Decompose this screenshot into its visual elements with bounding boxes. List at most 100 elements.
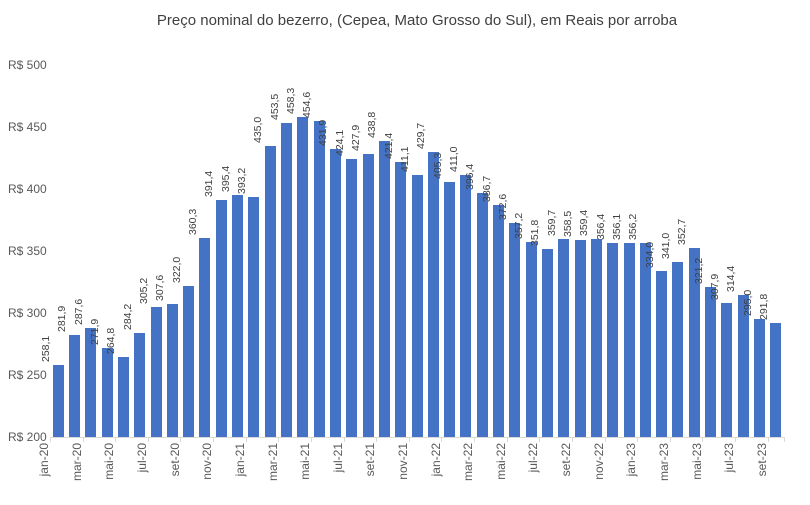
x-axis-tick-label: mai-23	[689, 443, 704, 480]
x-axis-tick	[637, 437, 639, 442]
bar-value-label: 295,0	[741, 289, 754, 317]
bar	[362, 154, 374, 437]
bar	[378, 140, 390, 437]
bar	[150, 306, 162, 437]
bar-value-label: 405,3	[431, 153, 444, 180]
x-axis-tick	[343, 437, 345, 442]
x-axis-tick	[278, 437, 280, 442]
x-axis-tick-label: jan-21	[232, 443, 247, 477]
bar	[656, 270, 668, 437]
x-axis-tick	[310, 437, 312, 442]
bar	[509, 222, 521, 437]
bar-value-label: 334,0	[643, 241, 656, 268]
bar-value-label: 271,9	[89, 318, 102, 345]
x-axis-tick	[539, 437, 541, 442]
bar	[68, 335, 80, 437]
bar	[754, 319, 766, 437]
bar-value-label: 386,7	[480, 176, 493, 203]
bar-value-label: 258,1	[40, 335, 53, 362]
x-axis-tick-label: jul-21	[330, 443, 345, 473]
bar	[85, 328, 97, 437]
bar-value-label: 391,4	[203, 170, 216, 197]
x-axis-tick-label: set-22	[559, 443, 574, 477]
bar	[427, 152, 439, 437]
x-axis-tick-label: jul-22	[526, 443, 541, 473]
bar-value-label: 396,4	[464, 164, 477, 191]
bar	[541, 248, 553, 437]
bar-value-label: 395,4	[219, 165, 232, 192]
x-axis-tick-label: set-23	[754, 443, 769, 477]
bar-value-label: 453,5	[268, 93, 281, 120]
bar-value-label: 352,7	[676, 218, 689, 245]
x-axis-tick-label: mar-22	[461, 443, 476, 482]
bar	[248, 197, 260, 437]
bar-value-label: 435,0	[252, 116, 265, 143]
bar	[395, 162, 407, 437]
x-axis-tick-label: nov-20	[200, 443, 215, 480]
x-axis-tick	[376, 437, 378, 442]
bar-value-label: 357,2	[513, 212, 526, 240]
bar-value-label: 359,7	[545, 209, 558, 236]
x-axis-tick	[735, 437, 737, 442]
bar-value-label: 356,1	[611, 214, 624, 241]
bar-value-label: 305,2	[138, 277, 151, 304]
bar	[590, 239, 602, 437]
x-axis-tick-label: jan-20	[37, 443, 52, 477]
bar	[574, 240, 586, 437]
bar-value-label: 431,9	[317, 120, 330, 147]
x-axis-tick	[180, 437, 182, 442]
bar-value-label: 281,9	[56, 306, 69, 333]
x-axis-tick-label: nov-22	[591, 443, 606, 480]
x-axis-tick-label: jul-23	[722, 443, 737, 473]
chart-title: Preço nominal do bezerro, (Cepea, Mato G…	[156, 12, 678, 29]
x-axis-tick-label: mai-21	[298, 443, 313, 480]
bar	[215, 199, 227, 437]
bar-value-label: 454,6	[301, 92, 314, 119]
x-axis-tick-label: jan-22	[428, 443, 443, 477]
x-axis-tick-label: mai-22	[493, 443, 508, 480]
bar-value-label: 438,8	[366, 111, 379, 138]
bar-value-label: 321,2	[692, 257, 705, 284]
bar	[199, 238, 211, 437]
bar-value-label: 314,4	[725, 265, 738, 293]
bar	[183, 285, 195, 437]
x-axis-tick	[474, 437, 476, 442]
bar	[672, 262, 684, 437]
bar-value-label: 393,2	[235, 168, 248, 195]
bar	[721, 303, 733, 437]
y-axis-tick-label: R$ 450	[8, 120, 47, 134]
bar-value-label: 351,8	[529, 219, 542, 246]
bar	[493, 205, 505, 437]
y-axis-tick-label: R$ 250	[8, 368, 47, 382]
x-axis-tick-label: jan-23	[624, 443, 639, 477]
x-axis-tick-label: mai-20	[102, 443, 117, 480]
bar	[52, 364, 64, 437]
x-axis-tick	[82, 437, 84, 442]
bar	[411, 175, 423, 437]
x-axis-tick	[702, 437, 704, 442]
x-axis-tick	[571, 437, 573, 442]
bar-value-label: 424,1	[333, 129, 346, 157]
x-axis-tick-label: set-20	[167, 443, 182, 477]
bar	[264, 145, 276, 437]
bar	[101, 347, 113, 437]
bar	[313, 121, 325, 437]
x-axis-tick	[604, 437, 606, 442]
bar	[297, 116, 309, 437]
bar-value-label: 264,8	[105, 327, 118, 354]
bar-value-label: 411,0	[447, 146, 460, 173]
x-axis-tick-label: mar-20	[69, 443, 84, 482]
bar	[623, 243, 635, 437]
x-axis-tick	[245, 437, 247, 442]
x-axis-tick-label: mar-23	[656, 443, 671, 482]
x-axis-tick	[784, 437, 785, 442]
bar	[117, 356, 129, 437]
bar	[737, 295, 749, 437]
x-axis-tick-label: nov-21	[396, 443, 410, 480]
bar-value-label: 356,2	[627, 214, 640, 241]
bar	[639, 243, 651, 437]
bar-value-label: 360,3	[186, 208, 199, 236]
y-axis-tick-label: R$ 300	[8, 306, 47, 320]
x-axis-tick	[669, 437, 671, 442]
